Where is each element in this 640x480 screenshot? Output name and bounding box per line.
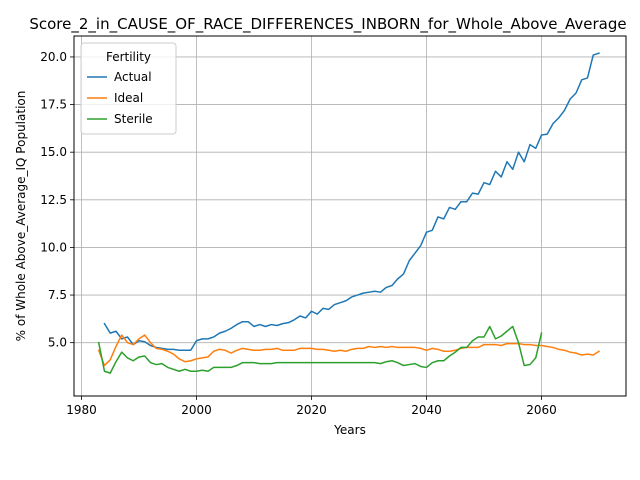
legend-entry-sterile: Sterile bbox=[87, 112, 153, 126]
x-tick-label: 2000 bbox=[181, 403, 212, 417]
y-axis-label: % of Whole Above_Average_IQ Population bbox=[14, 91, 28, 342]
series-lines bbox=[97, 52, 601, 374]
legend-label-ideal: Ideal bbox=[114, 91, 143, 105]
x-axis-label: Years bbox=[333, 423, 366, 437]
legend-entry-ideal: Ideal bbox=[87, 91, 143, 105]
x-tick-label: 2020 bbox=[296, 403, 327, 417]
y-tick-label: 10.0 bbox=[40, 240, 67, 254]
x-tick-label: 1980 bbox=[66, 403, 97, 417]
y-tick-label: 17.5 bbox=[40, 98, 67, 112]
series-line-ideal bbox=[97, 334, 601, 367]
x-tick-label: 2040 bbox=[411, 403, 442, 417]
y-tick-label: 5.0 bbox=[48, 336, 67, 350]
y-tick-label: 12.5 bbox=[40, 193, 67, 207]
chart-title: Score_2_in_CAUSE_OF_RACE_DIFFERENCES_INB… bbox=[29, 15, 626, 34]
grid bbox=[74, 36, 626, 396]
x-tick-label: 2060 bbox=[526, 403, 557, 417]
series-line-actual bbox=[103, 52, 600, 352]
legend-label-sterile: Sterile bbox=[114, 112, 153, 126]
y-tick-label: 15.0 bbox=[40, 145, 67, 159]
legend: Fertility Actual Ideal Sterile bbox=[80, 42, 177, 135]
legend-label-actual: Actual bbox=[114, 70, 152, 84]
legend-title: Fertility bbox=[106, 50, 151, 64]
y-tick-label: 20.0 bbox=[40, 50, 67, 64]
legend-entry-actual: Actual bbox=[87, 70, 152, 84]
legend-box bbox=[80, 42, 177, 135]
series-line-sterile bbox=[97, 325, 543, 374]
y-tick-label: 7.5 bbox=[48, 288, 67, 302]
axis-ticks: 1980 2000 2020 2040 2060 5.0 7.5 10.0 12.5 15.0 17… bbox=[40, 50, 556, 417]
plot-frame bbox=[73, 35, 627, 397]
